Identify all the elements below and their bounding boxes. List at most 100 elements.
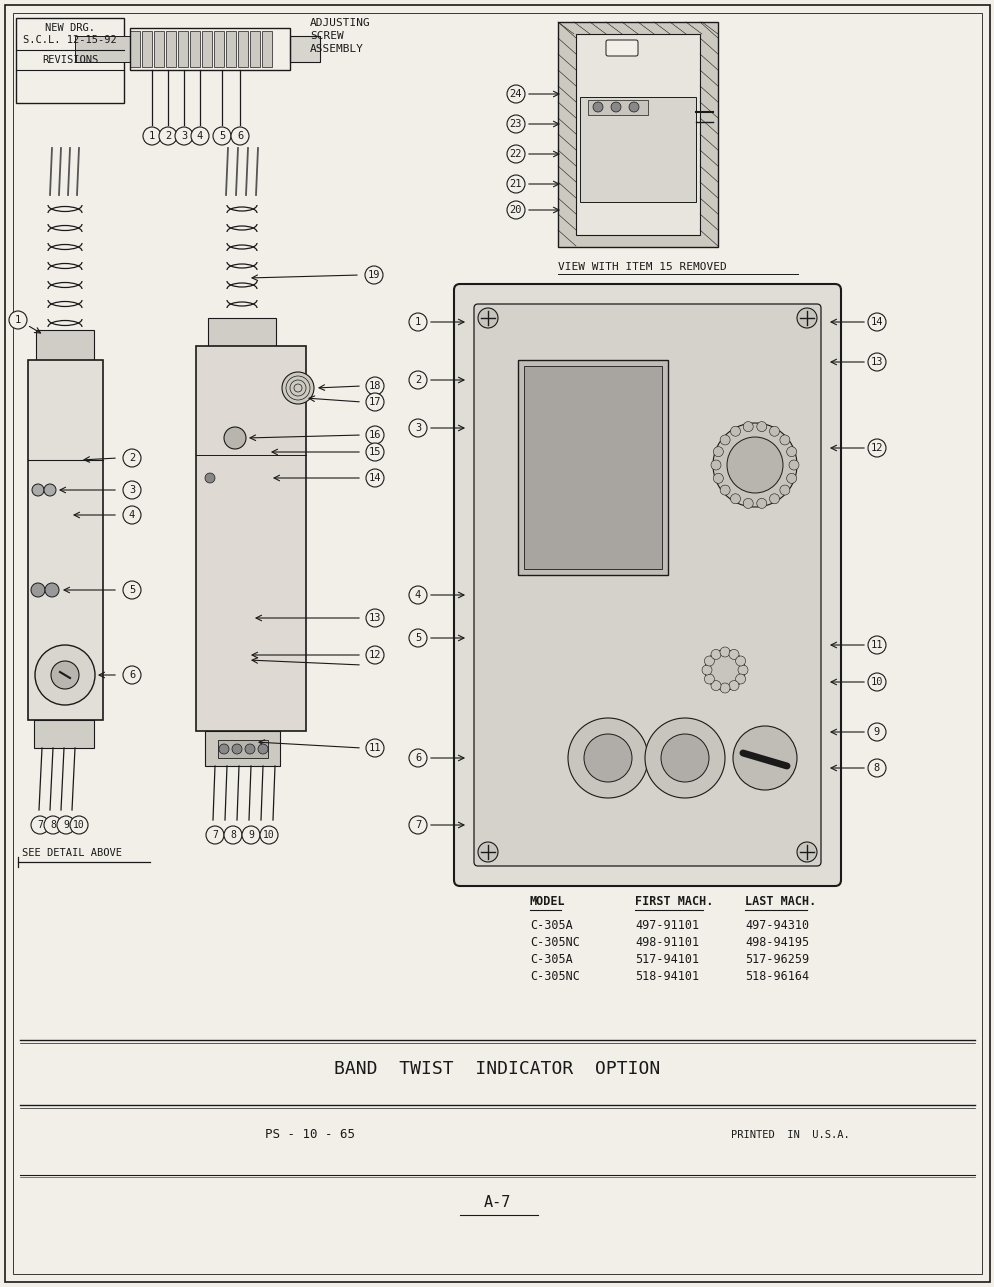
Text: 12: 12 xyxy=(870,443,883,453)
Circle shape xyxy=(568,718,647,798)
Circle shape xyxy=(735,656,745,665)
Text: 15: 15 xyxy=(369,447,381,457)
Text: 7: 7 xyxy=(37,820,43,830)
Circle shape xyxy=(44,816,62,834)
Circle shape xyxy=(867,439,885,457)
Circle shape xyxy=(57,816,75,834)
Text: C-305NC: C-305NC xyxy=(530,936,580,949)
Bar xyxy=(190,31,200,67)
Circle shape xyxy=(711,650,721,659)
Circle shape xyxy=(206,826,224,844)
Circle shape xyxy=(779,435,789,445)
Text: MODEL: MODEL xyxy=(530,894,565,909)
Circle shape xyxy=(366,393,384,411)
Circle shape xyxy=(159,127,177,145)
Circle shape xyxy=(245,744,254,754)
Circle shape xyxy=(143,127,161,145)
Text: 17: 17 xyxy=(369,396,381,407)
Text: 11: 11 xyxy=(369,743,381,753)
Circle shape xyxy=(720,485,730,495)
Circle shape xyxy=(610,102,620,112)
Text: 1: 1 xyxy=(15,315,21,326)
Circle shape xyxy=(720,435,730,445)
Text: 9: 9 xyxy=(248,830,253,840)
Text: 518-94101: 518-94101 xyxy=(634,970,699,983)
Bar xyxy=(558,22,718,247)
Circle shape xyxy=(507,145,525,163)
Circle shape xyxy=(45,583,59,597)
Circle shape xyxy=(768,494,778,503)
Text: 18: 18 xyxy=(369,381,381,391)
Circle shape xyxy=(366,609,384,627)
Circle shape xyxy=(123,449,141,467)
Bar xyxy=(218,740,267,758)
Text: C-305A: C-305A xyxy=(530,952,573,967)
Circle shape xyxy=(409,371,426,389)
Circle shape xyxy=(366,443,384,461)
Bar xyxy=(208,318,275,346)
Circle shape xyxy=(51,662,79,689)
Circle shape xyxy=(583,734,631,782)
Circle shape xyxy=(409,629,426,647)
Text: NEW DRG.: NEW DRG. xyxy=(45,23,94,33)
Bar xyxy=(16,18,124,103)
Text: 13: 13 xyxy=(369,613,381,623)
Text: REVISIONS: REVISIONS xyxy=(42,55,98,66)
Circle shape xyxy=(786,447,796,457)
Circle shape xyxy=(35,645,94,705)
Text: VIEW WITH ITEM 15 REMOVED: VIEW WITH ITEM 15 REMOVED xyxy=(558,263,726,272)
Circle shape xyxy=(366,646,384,664)
Circle shape xyxy=(259,826,277,844)
Text: 21: 21 xyxy=(509,179,522,189)
Circle shape xyxy=(44,484,56,495)
Circle shape xyxy=(507,85,525,103)
Circle shape xyxy=(704,656,714,665)
Circle shape xyxy=(123,665,141,683)
Circle shape xyxy=(507,175,525,193)
Text: 6: 6 xyxy=(237,131,243,142)
Text: S.C.L. 12-15-92: S.C.L. 12-15-92 xyxy=(23,35,116,45)
Bar xyxy=(34,719,93,748)
Text: 9: 9 xyxy=(873,727,880,737)
Circle shape xyxy=(867,313,885,331)
Circle shape xyxy=(786,474,796,484)
Bar xyxy=(28,360,103,719)
Circle shape xyxy=(219,744,229,754)
Text: 8: 8 xyxy=(230,830,236,840)
Text: 8: 8 xyxy=(50,820,56,830)
Bar xyxy=(142,31,152,67)
Circle shape xyxy=(867,353,885,371)
Circle shape xyxy=(867,673,885,691)
Text: 10: 10 xyxy=(262,830,274,840)
Bar xyxy=(238,31,248,67)
Text: FIRST MACH.: FIRST MACH. xyxy=(634,894,713,909)
Bar xyxy=(226,31,236,67)
Text: 498-91101: 498-91101 xyxy=(634,936,699,949)
Text: 4: 4 xyxy=(414,589,420,600)
Circle shape xyxy=(409,313,426,331)
Bar xyxy=(196,346,306,731)
Text: 3: 3 xyxy=(129,485,135,495)
Circle shape xyxy=(365,266,383,284)
Bar xyxy=(75,36,130,62)
Text: 2: 2 xyxy=(129,453,135,463)
Text: 13: 13 xyxy=(870,356,883,367)
Text: 9: 9 xyxy=(63,820,69,830)
Text: PS - 10 - 65: PS - 10 - 65 xyxy=(264,1127,355,1142)
Circle shape xyxy=(788,459,798,470)
Text: 7: 7 xyxy=(414,820,420,830)
FancyBboxPatch shape xyxy=(605,40,637,57)
Circle shape xyxy=(224,427,246,449)
Circle shape xyxy=(713,474,723,484)
Text: 19: 19 xyxy=(368,270,380,281)
Circle shape xyxy=(867,636,885,654)
Circle shape xyxy=(720,683,730,692)
Circle shape xyxy=(366,377,384,395)
Bar xyxy=(205,731,279,766)
Bar xyxy=(202,31,212,67)
Bar xyxy=(524,366,661,569)
Circle shape xyxy=(231,127,248,145)
Circle shape xyxy=(735,674,745,683)
Circle shape xyxy=(123,481,141,499)
Circle shape xyxy=(213,127,231,145)
